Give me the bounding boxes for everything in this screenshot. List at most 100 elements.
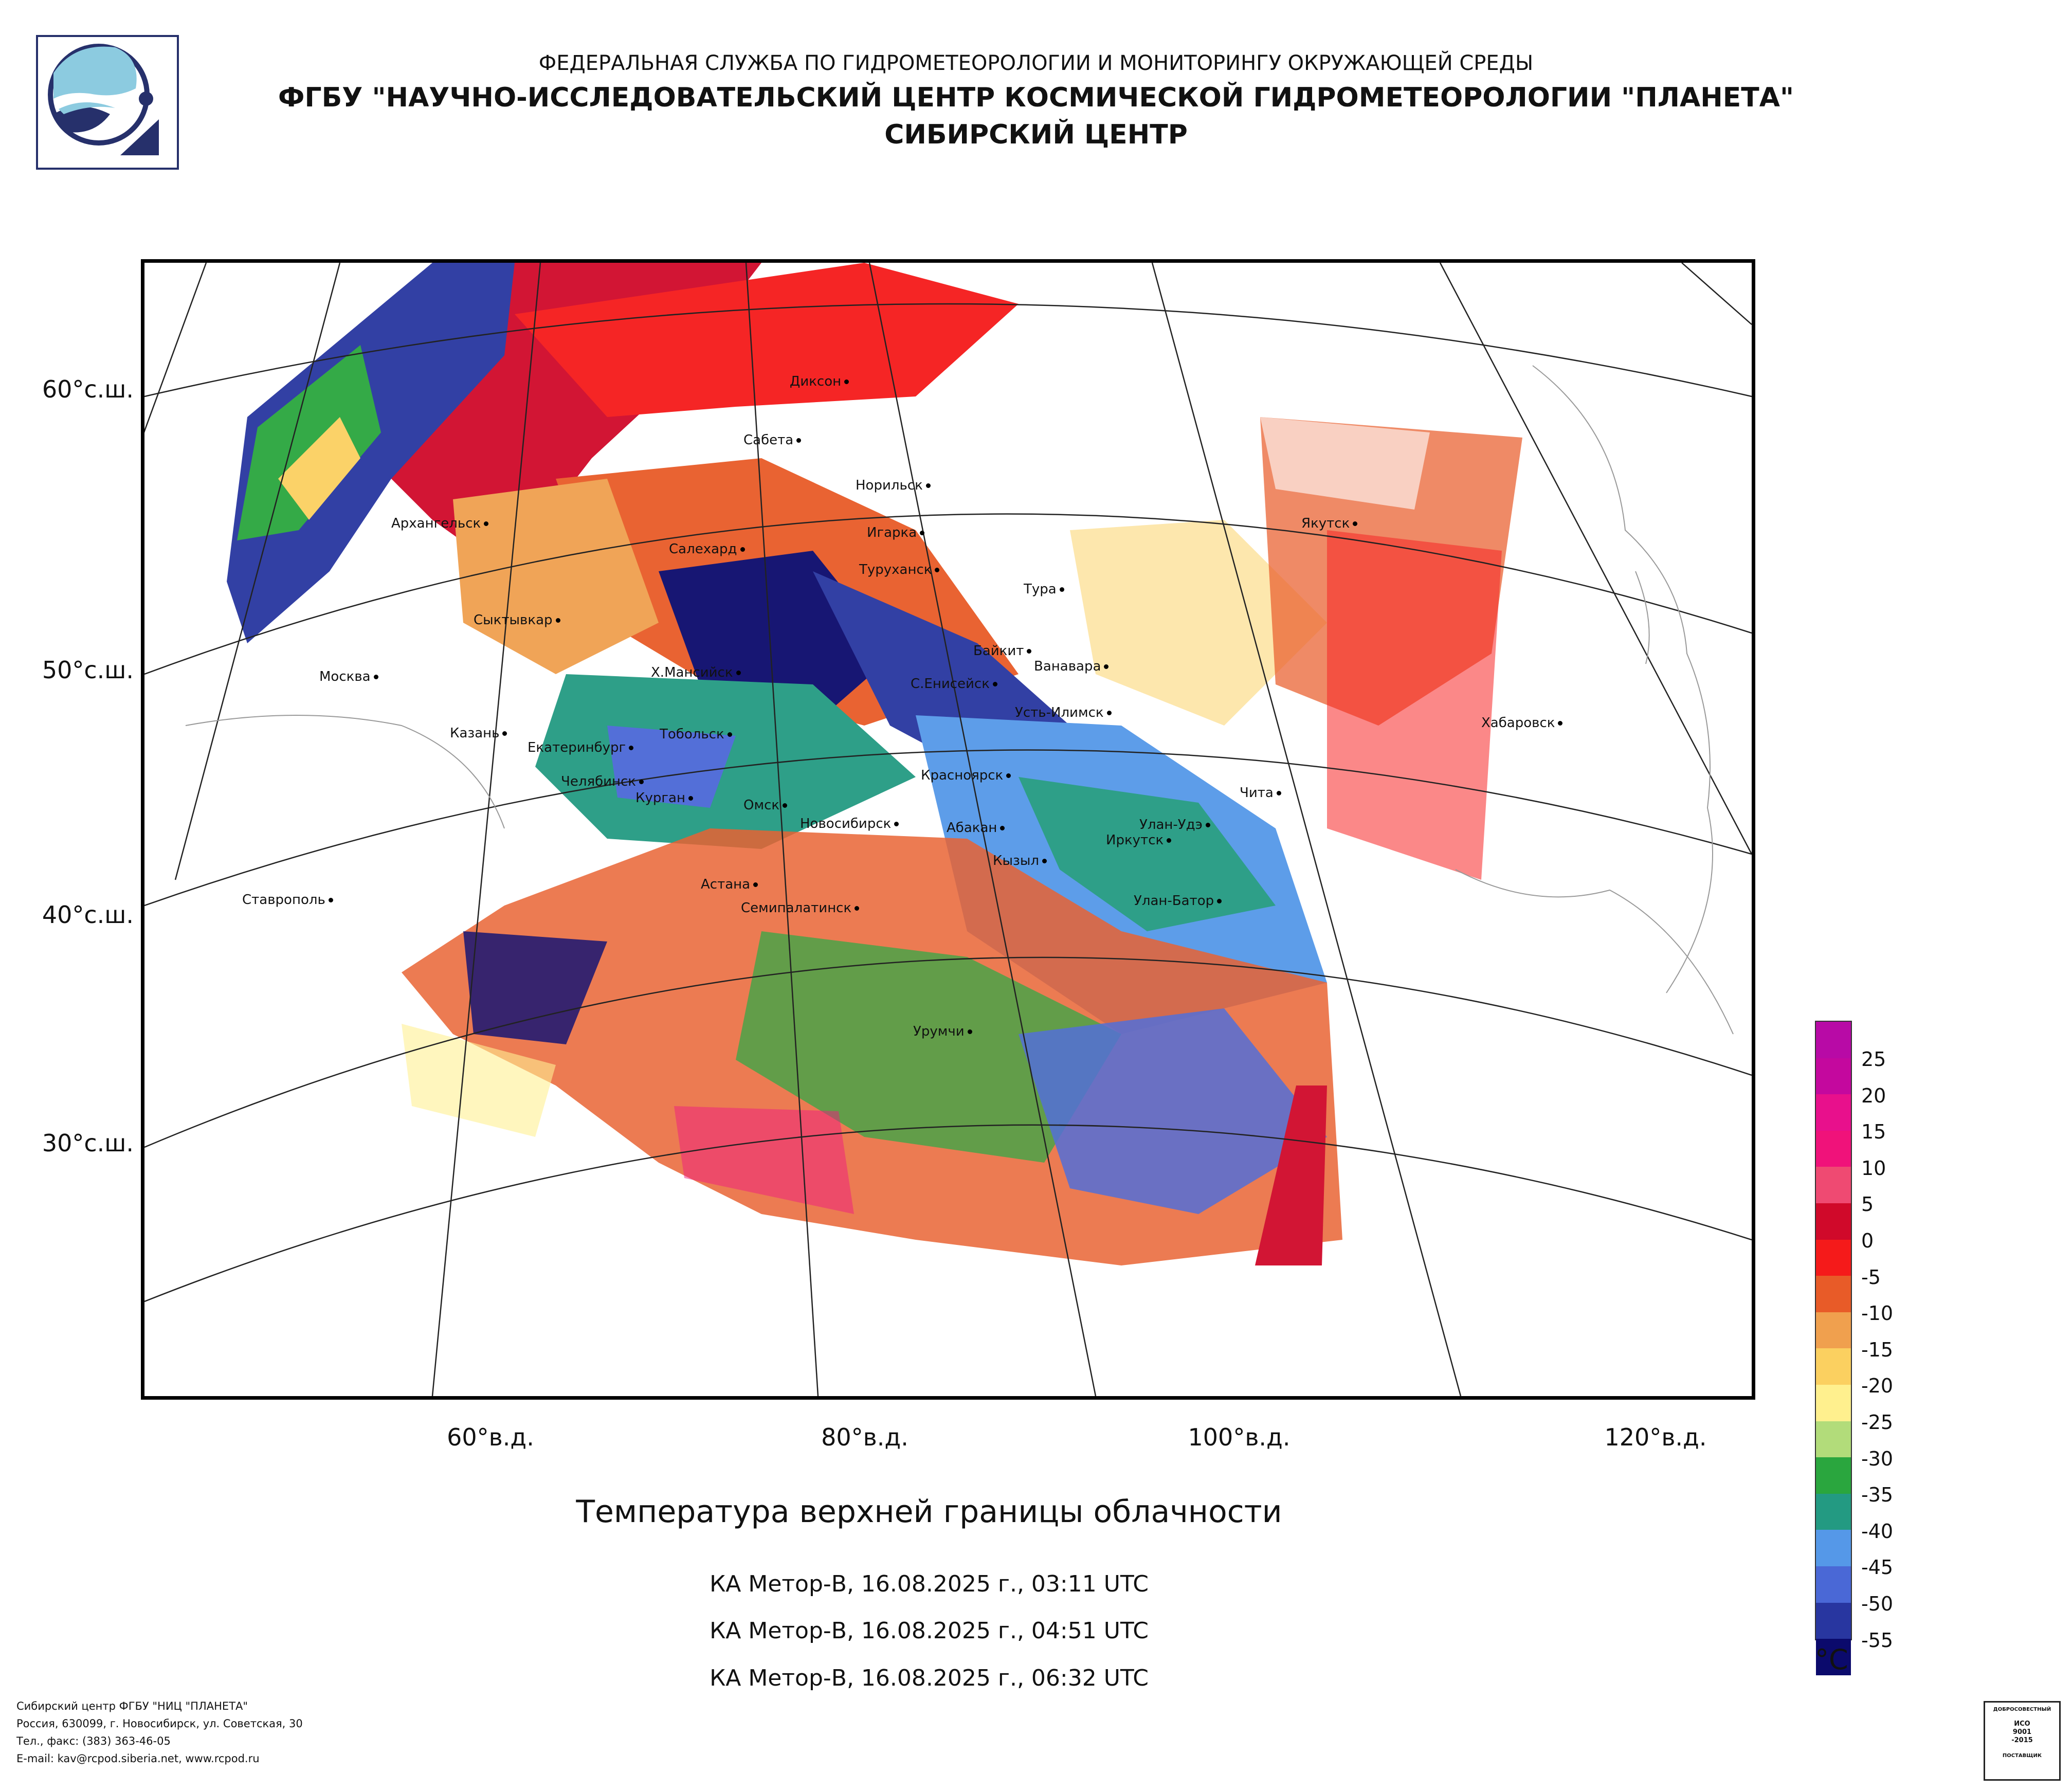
legend-swatch: [1816, 1022, 1851, 1058]
city-label: Екатеринбург: [528, 740, 634, 755]
footer-email: E-mail: kav@rcpod.siberia.net, www.rcpod…: [16, 1752, 260, 1765]
city-label: Курган: [635, 790, 693, 806]
legend-label: -40: [1861, 1519, 1894, 1543]
iso-badge-line1: ИСО: [2014, 1720, 2030, 1728]
city-label: Ванавара: [1034, 659, 1109, 674]
legend-swatch: [1816, 1639, 1851, 1675]
iso-badge-line2: 9001: [2012, 1728, 2032, 1736]
city-label: Улан-Удэ: [1139, 817, 1210, 833]
legend-swatch: [1816, 1384, 1851, 1421]
iso-badge-bottom: ПОСТАВЩИК: [2002, 1753, 2042, 1759]
satellite-pass: КА Метор-В, 16.08.2025 г., 06:32 UTC: [710, 1665, 1149, 1691]
legend-swatch: [1816, 1276, 1851, 1312]
iso-badge-top: ДОБРОСОВЕСТНЫЙ: [1993, 1707, 2051, 1712]
legend-unit: °C: [1815, 1643, 1848, 1676]
legend-label: -15: [1861, 1338, 1894, 1361]
city-label: Байкит: [973, 643, 1032, 659]
lat-label-60: 60°с.ш.: [42, 375, 134, 403]
map-title: Температура верхней границы облачности: [576, 1494, 1282, 1530]
city-label: Новосибирск: [800, 816, 899, 831]
city-label: Кызыл: [993, 853, 1047, 869]
iso-badge-line3: -2015: [2011, 1736, 2033, 1744]
header-center: СИБИРСКИЙ ЦЕНТР: [884, 119, 1188, 150]
city-label: Диксон: [790, 374, 849, 389]
city-label: Архангельск: [391, 516, 489, 531]
legend-label: -45: [1861, 1556, 1894, 1579]
footer-phone: Тел., факс: (383) 363-46-05: [16, 1735, 171, 1747]
legend-label: -5: [1861, 1265, 1881, 1289]
city-label: С.Енисейск: [911, 676, 997, 692]
city-label: Казань: [450, 726, 507, 741]
footer-address: Россия, 630099, г. Новосибирск, ул. Сове…: [16, 1717, 303, 1730]
city-label: Урумчи: [913, 1024, 972, 1039]
city-label: Омск: [743, 798, 788, 813]
city-label: Х.Мансийск: [651, 665, 741, 680]
city-label: Сабета: [743, 432, 802, 448]
lon-label-120: 120°в.д.: [1604, 1423, 1707, 1451]
header-agency: ФЕДЕРАЛЬНАЯ СЛУЖБА ПО ГИДРОМЕТЕОРОЛОГИИ …: [538, 51, 1534, 75]
city-label: Чита: [1240, 785, 1281, 801]
city-label: Красноярск: [921, 768, 1011, 783]
iso-certification-badge: ДОБРОСОВЕСТНЫЙ ИСО 9001 -2015 ПОСТАВЩИК: [1984, 1701, 2061, 1781]
legend-swatch: [1816, 1167, 1851, 1203]
planeta-logo-icon: [48, 44, 159, 155]
legend-label: -10: [1861, 1302, 1894, 1325]
city-label: Усть-Илимск: [1015, 705, 1112, 720]
city-label: Москва: [319, 669, 378, 684]
legend-swatch: [1816, 1566, 1851, 1603]
lon-label-80: 80°в.д.: [821, 1423, 908, 1451]
city-label: Семипалатинск: [741, 900, 860, 916]
legend-label: 5: [1861, 1193, 1874, 1216]
satellite-pass: КА Метор-В, 16.08.2025 г., 03:11 UTC: [710, 1571, 1149, 1597]
legend-swatch: [1816, 1312, 1851, 1349]
lat-label-30: 30°с.ш.: [42, 1129, 134, 1157]
planeta-logo: [36, 35, 179, 170]
city-label: Ставрополь: [242, 892, 333, 908]
city-label: Абакан: [947, 820, 1005, 836]
legend-swatch: [1816, 1602, 1851, 1639]
city-label: Салехард: [669, 541, 745, 557]
legend-label: 25: [1861, 1048, 1886, 1071]
city-label: Улан-Батор: [1134, 893, 1222, 909]
legend-label: -20: [1861, 1374, 1894, 1398]
legend-swatch: [1816, 1058, 1851, 1095]
city-label: Тура: [1024, 582, 1064, 597]
legend-label: 20: [1861, 1084, 1886, 1107]
legend-label: -50: [1861, 1593, 1894, 1615]
legend-label: -35: [1861, 1484, 1894, 1507]
legend-label: 15: [1861, 1120, 1886, 1144]
footer-org: Сибирский центр ФГБУ "НИЦ "ПЛАНЕТА": [16, 1700, 248, 1712]
satellite-pass: КА Метор-В, 16.08.2025 г., 04:51 UTC: [710, 1618, 1149, 1644]
lat-label-50: 50°с.ш.: [42, 656, 134, 684]
header-institute: ФГБУ "НАУЧНО-ИССЛЕДОВАТЕЛЬСКИЙ ЦЕНТР КОС…: [278, 82, 1794, 113]
legend-swatch: [1816, 1493, 1851, 1530]
city-label: Тобольск: [660, 727, 732, 742]
cloud-temperature-map: Диксон Сабета Норильск Игарка Туруханск …: [141, 259, 1755, 1400]
legend-swatch: [1816, 1239, 1851, 1276]
city-label: Челябинск: [561, 774, 644, 789]
temperature-legend: [1815, 1021, 1852, 1675]
legend-swatch: [1816, 1421, 1851, 1458]
legend-swatch: [1816, 1094, 1851, 1131]
legend-label: -25: [1861, 1411, 1894, 1434]
legend-label: 0: [1861, 1229, 1874, 1252]
city-label: Туруханск: [859, 562, 940, 577]
city-label: Якутск: [1301, 516, 1358, 531]
city-label: Иркутск: [1106, 833, 1172, 848]
satellite-mosaic: [144, 263, 1752, 1396]
legend-swatch: [1816, 1130, 1851, 1167]
lon-label-100: 100°в.д.: [1188, 1423, 1291, 1451]
city-label: Норильск: [856, 478, 931, 493]
city-label: Игарка: [867, 525, 925, 540]
legend-swatch: [1816, 1530, 1851, 1566]
legend-swatch: [1816, 1348, 1851, 1385]
city-label: Хабаровск: [1481, 715, 1563, 731]
lon-label-60: 60°в.д.: [447, 1423, 534, 1451]
legend-label: 10: [1861, 1156, 1886, 1180]
legend-label: -55: [1861, 1629, 1894, 1652]
lat-label-40: 40°с.ш.: [42, 901, 134, 929]
legend-swatch: [1816, 1457, 1851, 1494]
city-label: Сыктывкар: [474, 612, 560, 628]
legend-label: -30: [1861, 1447, 1894, 1470]
city-label: Астана: [701, 877, 758, 892]
